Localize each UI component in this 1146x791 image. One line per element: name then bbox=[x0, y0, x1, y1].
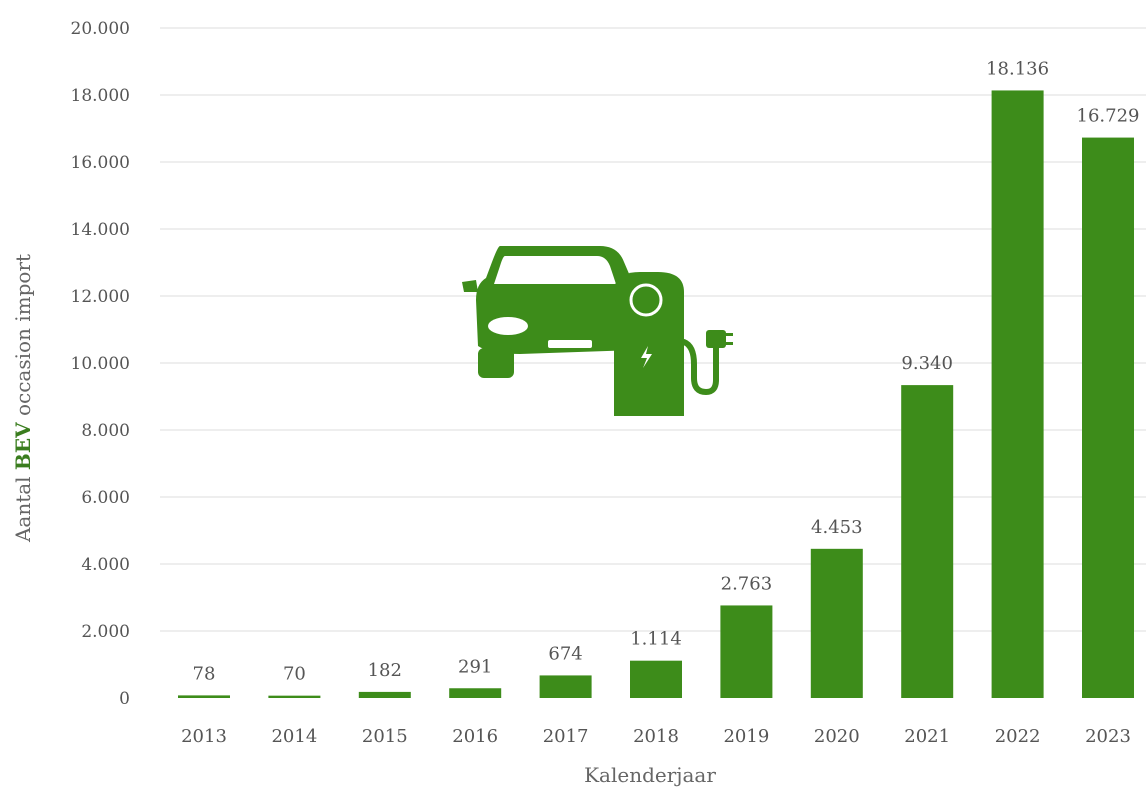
data-label-2018: 1.114 bbox=[630, 629, 682, 650]
data-label-2019: 2.763 bbox=[721, 573, 773, 594]
x-tick-label-2021: 2021 bbox=[904, 726, 950, 747]
bar-2014 bbox=[268, 695, 321, 698]
data-label-2016: 291 bbox=[458, 656, 492, 677]
y-tick-label: 18.000 bbox=[71, 86, 130, 106]
y-tick-label: 2.000 bbox=[81, 622, 130, 642]
y-tick-label: 20.000 bbox=[71, 19, 130, 39]
bar-2023 bbox=[1082, 137, 1134, 699]
x-tick-label-2020: 2020 bbox=[814, 726, 860, 747]
y-tick-label: 10.000 bbox=[71, 354, 130, 374]
x-tick-label-2022: 2022 bbox=[995, 726, 1041, 747]
data-label-2013: 78 bbox=[193, 663, 216, 684]
y-tick-label: 8.000 bbox=[81, 421, 130, 441]
y-axis-title-prefix: Aantal bbox=[11, 470, 35, 543]
data-label-2023: 16.729 bbox=[1077, 106, 1140, 127]
bars bbox=[178, 90, 1134, 699]
y-tick-label: 16.000 bbox=[71, 153, 130, 173]
data-label-2022: 18.136 bbox=[986, 58, 1049, 79]
y-axis-ticks: 0 2.000 4.000 6.000 8.000 10.000 12.000 14.000 1… bbox=[71, 19, 130, 709]
data-label-2017: 674 bbox=[548, 643, 582, 664]
y-axis-title-highlight: BEV bbox=[11, 422, 35, 470]
y-axis-title-suffix: occasion import bbox=[11, 254, 35, 422]
x-axis-ticks: 2013 2014 2015 2016 2017 2018 2019 2020 2021 2022… bbox=[181, 726, 1131, 747]
bar-2021 bbox=[901, 385, 954, 698]
data-label-2020: 4.453 bbox=[811, 517, 863, 538]
bar-2020 bbox=[810, 548, 863, 698]
x-tick-label-2019: 2019 bbox=[723, 726, 769, 747]
y-tick-label: 6.000 bbox=[81, 488, 130, 508]
x-tick-label-2016: 2016 bbox=[452, 726, 498, 747]
bar-2017 bbox=[539, 675, 592, 698]
x-axis-title: Kalenderjaar bbox=[584, 763, 716, 787]
x-tick-label-2015: 2015 bbox=[362, 726, 408, 747]
data-label-2014: 70 bbox=[283, 664, 306, 685]
x-tick-label-2014: 2014 bbox=[271, 726, 317, 747]
y-tick-label: 12.000 bbox=[71, 287, 130, 307]
x-tick-label-2023: 2023 bbox=[1085, 726, 1131, 747]
bar-2022 bbox=[991, 90, 1044, 699]
x-tick-label-2017: 2017 bbox=[543, 726, 589, 747]
electric-car-charging-icon bbox=[462, 246, 733, 416]
y-tick-label: 0 bbox=[119, 689, 130, 709]
y-tick-label: 4.000 bbox=[81, 555, 130, 575]
bar-2019 bbox=[720, 605, 773, 698]
x-tick-label-2018: 2018 bbox=[633, 726, 679, 747]
data-label-2021: 9.340 bbox=[901, 353, 953, 374]
y-tick-label: 14.000 bbox=[71, 220, 130, 240]
data-labels: 78 70 182 291 674 1.114 2.763 4.453 9.340 18.136 1… bbox=[193, 58, 1140, 684]
bar-2013 bbox=[178, 695, 230, 698]
bar-2015 bbox=[358, 691, 411, 698]
y-axis-title: Aantal BEV occasion import bbox=[11, 254, 35, 543]
bar-2018 bbox=[630, 660, 682, 698]
x-tick-label-2013: 2013 bbox=[181, 726, 227, 747]
bar-2016 bbox=[449, 688, 502, 698]
data-label-2015: 182 bbox=[368, 660, 402, 681]
